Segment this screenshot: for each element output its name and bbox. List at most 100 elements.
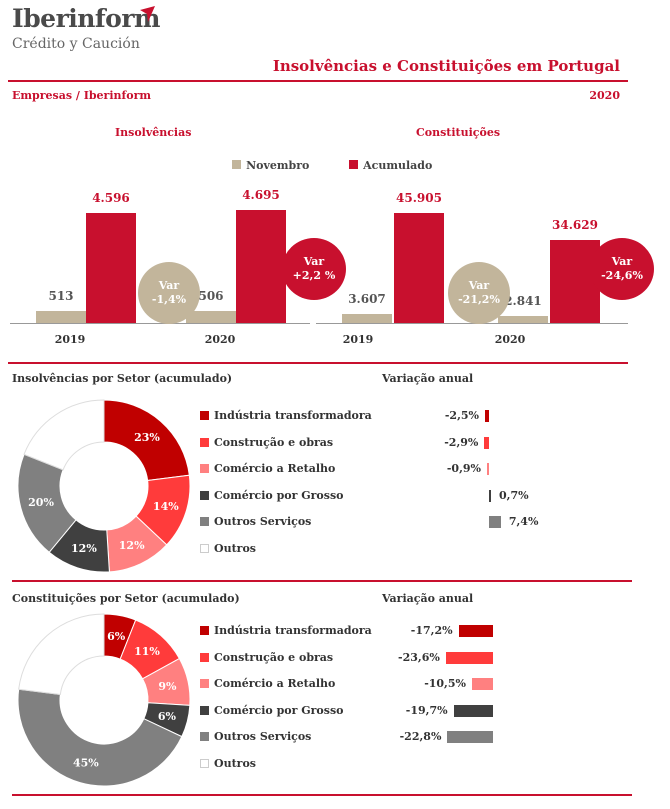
variation-bar bbox=[489, 489, 491, 502]
sector-legend-label: Indústria transformadora bbox=[214, 624, 372, 637]
legend-novembro: Novembro bbox=[232, 154, 309, 173]
donut-slice-label: 6% bbox=[107, 630, 126, 643]
divider bbox=[12, 580, 632, 582]
var-text: Var bbox=[158, 279, 180, 292]
variation-bar bbox=[447, 731, 493, 743]
donut-slice-label: 23% bbox=[134, 431, 160, 444]
bar-acumulado bbox=[394, 212, 444, 323]
legend-swatch bbox=[200, 517, 209, 526]
legend-swatch bbox=[200, 626, 209, 635]
sector-legend-label: Outros Serviços bbox=[214, 730, 312, 743]
sector-legend-item: Outros Serviços bbox=[200, 515, 311, 528]
bar-label-acumulado: 34.629 bbox=[552, 217, 598, 232]
sector-title-insolvencias: Insolvências por Setor (acumulado) bbox=[12, 372, 233, 385]
x-tick-label: 2020 bbox=[204, 333, 236, 346]
sector-legend-label: Construção e obras bbox=[214, 650, 334, 664]
variation-label: -23,6% bbox=[398, 650, 440, 664]
variation-bar bbox=[487, 463, 489, 475]
sector-legend-label: Outros bbox=[214, 541, 256, 555]
donut-slice-label: 20% bbox=[28, 496, 54, 509]
bar-novembro bbox=[36, 310, 86, 323]
legend-swatch bbox=[200, 705, 209, 715]
sector-legend-label: Comércio por Grosso bbox=[214, 488, 344, 502]
var-text: Var bbox=[303, 255, 325, 268]
divider bbox=[12, 794, 632, 796]
sector-legend-label: Comércio a Retalho bbox=[214, 462, 336, 475]
var-bubble-novembro: Var -21,2% bbox=[448, 262, 510, 324]
sector-legend-item: Comércio a Retalho bbox=[200, 677, 335, 690]
donut-slice-label: 9% bbox=[158, 680, 177, 693]
var-bubble-acumulado: Var -24,6% bbox=[590, 238, 654, 300]
bar-label-acumulado: 4.596 bbox=[92, 190, 130, 205]
donut-slice bbox=[103, 399, 190, 482]
legend-swatch bbox=[200, 758, 209, 768]
var-text: -1,4% bbox=[151, 293, 187, 306]
bar-label-novembro: 513 bbox=[48, 288, 74, 303]
legend-swatch bbox=[200, 652, 209, 662]
sector-legend-label: Outros bbox=[214, 756, 256, 770]
chart-title-insolvencias: Insolvências bbox=[115, 126, 192, 139]
variation-label: 0,7% bbox=[499, 488, 529, 502]
legend-swatch bbox=[349, 160, 358, 169]
donut-slice-label: 12% bbox=[71, 542, 97, 555]
sector-legend-item: Outros bbox=[200, 757, 256, 770]
var-text: +2,2 % bbox=[292, 269, 336, 282]
sector-legend-item: Indústria transformadora bbox=[200, 624, 372, 637]
var-text: -21,2% bbox=[458, 293, 500, 306]
bar-label-novembro: 2.841 bbox=[504, 294, 542, 309]
bar-label-novembro: 3.607 bbox=[348, 292, 386, 307]
sector-legend-item: Comércio por Grosso bbox=[200, 489, 343, 502]
logo-subtitle: Crédito y Caución bbox=[12, 36, 140, 52]
variation-label: -17,2% bbox=[410, 624, 453, 637]
variation-bar bbox=[445, 651, 493, 664]
sector-legend-label: Construção e obras bbox=[214, 435, 334, 449]
donut-slice bbox=[18, 613, 105, 696]
bar-acumulado bbox=[236, 210, 286, 323]
legend-swatch bbox=[200, 437, 209, 447]
var-text: Var bbox=[611, 255, 633, 268]
variation-label: -10,5% bbox=[424, 677, 466, 690]
bar-novembro bbox=[186, 310, 236, 323]
logo-arrow-icon bbox=[140, 6, 155, 22]
page-title: Insolvências e Constituições em Portugal bbox=[272, 57, 620, 75]
legend-swatch bbox=[200, 679, 209, 688]
divider bbox=[8, 80, 628, 82]
var-bubble-novembro: Var -1,4% bbox=[138, 262, 200, 324]
x-axis bbox=[10, 323, 310, 324]
legend-acumulado: Acumulado bbox=[349, 154, 432, 173]
bar-acumulado bbox=[550, 239, 600, 323]
donut-slice-label: 14% bbox=[153, 500, 179, 513]
logo-name: Iberinform bbox=[12, 4, 160, 33]
sector-legend-item: Comércio a Retalho bbox=[200, 462, 335, 475]
variation-title-constituicoes: Variação anual bbox=[382, 592, 474, 605]
sector-legend-item: Construção e obras bbox=[200, 651, 333, 664]
variation-bar bbox=[484, 436, 489, 449]
sector-legend-item: Indústria transformadora bbox=[200, 409, 372, 422]
variation-bar bbox=[485, 410, 489, 422]
bar-label-acumulado: 4.695 bbox=[242, 188, 280, 203]
x-tick-label: 2020 bbox=[494, 333, 526, 346]
donut-chart: 6% 11% 9% 6% 45% bbox=[17, 613, 191, 787]
variation-label: -0,9% bbox=[446, 462, 481, 475]
variation-bar bbox=[453, 704, 493, 717]
variation-title-insolvencias: Variação anual bbox=[382, 372, 474, 385]
variation-bar bbox=[458, 625, 493, 637]
donut-slice bbox=[23, 399, 105, 471]
chart-title-constituicoes: Constituições bbox=[416, 126, 501, 139]
donut-slice-label: 6% bbox=[158, 710, 177, 723]
sector-legend-item: Outros bbox=[200, 542, 256, 555]
donut-slice bbox=[17, 688, 183, 787]
variation-bar bbox=[489, 516, 501, 528]
var-text: Var bbox=[468, 279, 490, 292]
sector-legend-item: Outros Serviços bbox=[200, 730, 311, 743]
bar-novembro bbox=[498, 316, 548, 323]
sector-legend-label: Comércio por Grosso bbox=[214, 703, 344, 717]
page-year: 2020 bbox=[589, 89, 620, 102]
legend-label: Acumulado bbox=[363, 159, 433, 172]
variation-label: -2,9% bbox=[444, 435, 479, 449]
sector-legend-label: Outros Serviços bbox=[214, 515, 312, 528]
var-text: -24,6% bbox=[601, 269, 643, 282]
legend-swatch bbox=[200, 543, 209, 553]
legend-swatch bbox=[200, 464, 209, 473]
sector-title-constituicoes: Constituições por Setor (acumulado) bbox=[12, 592, 240, 605]
